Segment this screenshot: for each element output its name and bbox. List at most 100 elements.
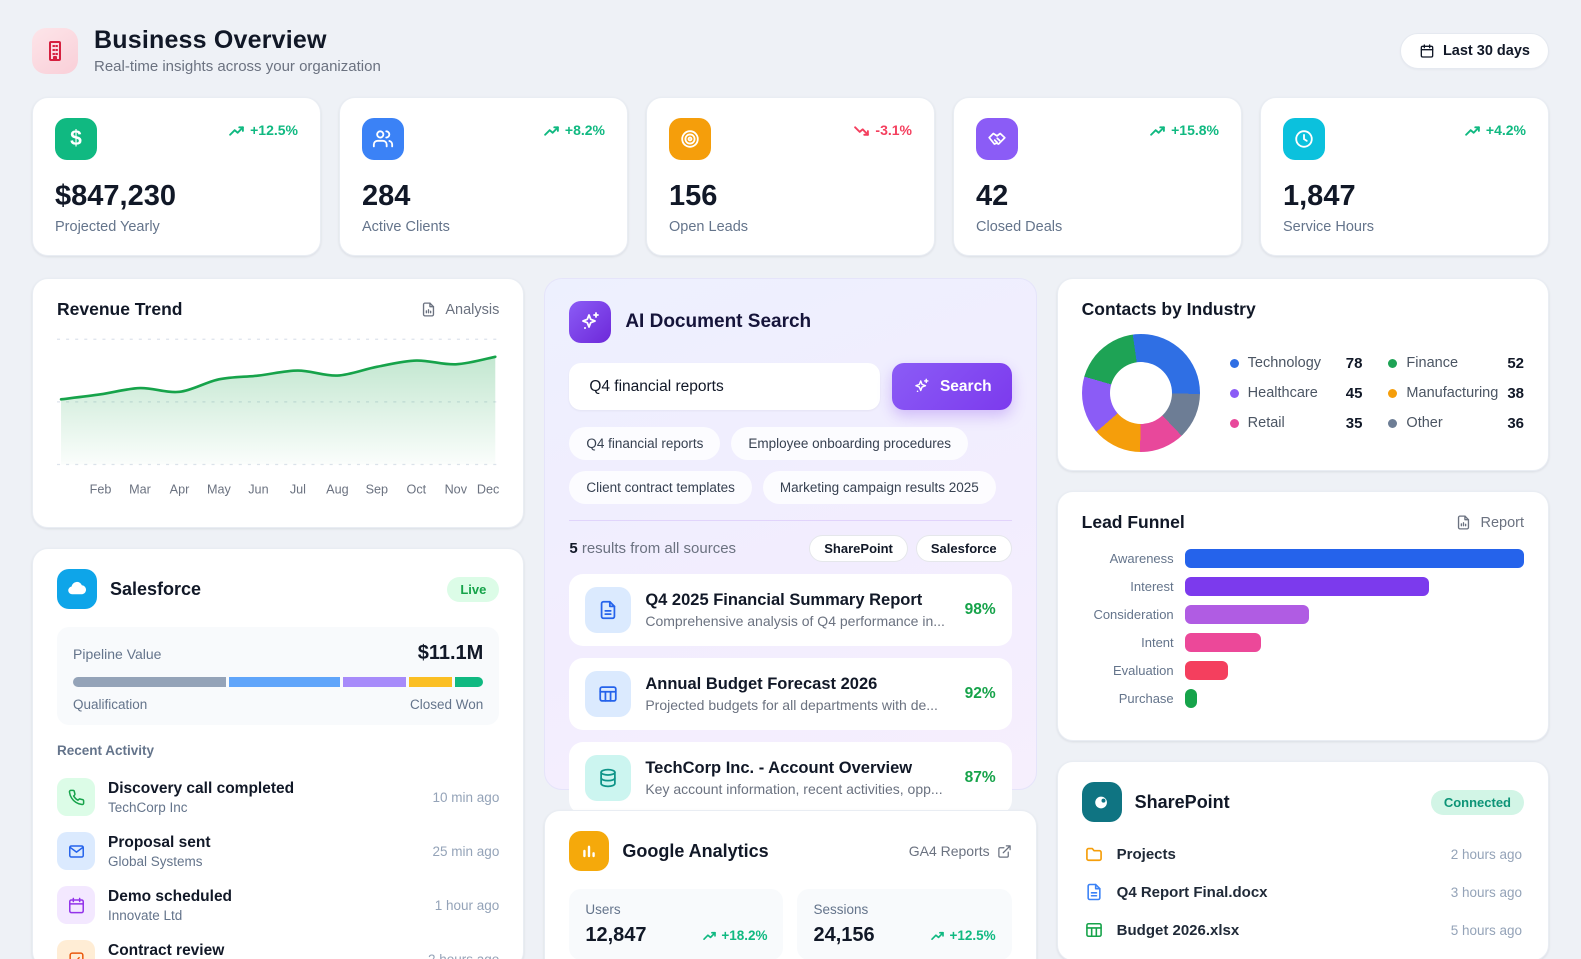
funnel-bar — [1184, 577, 1429, 596]
analysis-button[interactable]: Analysis — [420, 301, 499, 318]
funnel-bar — [1184, 633, 1261, 652]
funnel-bar — [1184, 605, 1309, 624]
date-range-button[interactable]: Last 30 days — [1399, 32, 1549, 69]
page-title: Business Overview — [94, 26, 327, 54]
svg-text:Nov: Nov — [445, 483, 468, 497]
table-icon — [1084, 920, 1104, 940]
pipeline-stage-bar — [73, 677, 484, 687]
search-button[interactable]: Search — [891, 363, 1012, 410]
svg-text:Jun: Jun — [248, 483, 268, 497]
svg-text:Mar: Mar — [129, 483, 151, 497]
ga4-reports-label: GA4 Reports — [908, 843, 990, 859]
chip[interactable]: Marketing campaign results 2025 — [762, 471, 996, 504]
industry-legend: Technology 78 Finance 52 Healthcare 45 Manu… — [1229, 355, 1524, 432]
revenue-trend-title: Revenue Trend — [57, 299, 183, 319]
search-input[interactable] — [569, 363, 880, 410]
kpi-value: 156 — [669, 180, 718, 212]
pipeline-segment — [73, 677, 227, 687]
kpi-card-open-leads: -3.1% 156 Open Leads — [646, 97, 935, 256]
suggestion-chips: Q4 financial reports Employee onboarding… — [569, 427, 1011, 504]
pipeline-value-label: Pipeline Value — [73, 646, 162, 662]
analytics-title: Google Analytics — [622, 840, 769, 861]
svg-text:Dec: Dec — [477, 483, 499, 497]
activity-row: Demo scheduled Innovate Ltd 1 hour ago — [57, 878, 499, 932]
trend-up-icon — [1465, 125, 1480, 136]
activity-row: Proposal sent Global Systems 25 min ago — [57, 824, 499, 878]
industry-donut-chart — [1081, 334, 1200, 452]
building-icon — [32, 27, 78, 74]
pipeline-segment — [408, 677, 452, 687]
funnel-bar — [1184, 661, 1228, 680]
svg-text:Aug: Aug — [326, 483, 348, 497]
target-icon — [669, 118, 711, 160]
report-button[interactable]: Report — [1455, 514, 1524, 531]
trend-up-icon — [703, 931, 717, 940]
kpi-label: Active Clients — [362, 219, 450, 235]
trend-up-icon — [931, 931, 945, 940]
sparkles-icon — [912, 377, 931, 396]
legend-item: Retail 35 — [1229, 415, 1362, 432]
revenue-trend-card: Revenue Trend Analysis — [32, 278, 525, 528]
page-subtitle: Real-time insights across your organizat… — [94, 58, 381, 75]
svg-text:Sep: Sep — [366, 483, 388, 497]
chip[interactable]: Employee onboarding procedures — [731, 427, 969, 460]
chip[interactable]: Q4 financial reports — [569, 427, 721, 460]
folder-icon — [1084, 844, 1104, 864]
trend-up-icon — [1150, 125, 1165, 136]
svg-text:Jul: Jul — [290, 483, 306, 497]
bar-chart-icon — [569, 831, 610, 871]
match-score: 98% — [964, 601, 996, 618]
calendar-icon — [1419, 43, 1435, 59]
trend-down-icon — [854, 125, 870, 136]
page-header: Business Overview Real-time insights acr… — [32, 26, 1549, 75]
stat-delta: +18.2% — [702, 928, 767, 943]
file-row[interactable]: Q4 Report Final.docx 3 hours ago — [1082, 876, 1524, 908]
live-badge: Live — [447, 576, 500, 602]
clock-icon — [1283, 118, 1325, 160]
kpi-label: Closed Deals — [976, 219, 1063, 235]
revenue-trend-chart: Feb Mar Apr May Jun Jul Aug Sep Oct Nov Dec — [57, 338, 500, 497]
phone-icon — [57, 778, 95, 816]
stat-delta: +12.5% — [930, 928, 996, 943]
result-row[interactable]: Annual Budget Forecast 2026 Projected bu… — [569, 658, 1012, 730]
pipeline-panel: Pipeline Value $11.1M Qualification Clos… — [57, 627, 500, 725]
stat-sessions: Sessions 24,156 +12.5% — [797, 889, 1012, 959]
file-text-icon — [1084, 882, 1104, 902]
database-icon — [585, 755, 632, 801]
pipeline-value: $11.1M — [417, 642, 484, 664]
result-row[interactable]: Q4 2025 Financial Summary Report Compreh… — [569, 574, 1012, 646]
chip[interactable]: Client contract templates — [569, 471, 752, 504]
salesforce-card: Salesforce Live Pipeline Value $11.1M — [32, 548, 525, 959]
external-link-icon — [997, 844, 1012, 859]
source-pill-salesforce[interactable]: Salesforce — [915, 535, 1012, 562]
google-analytics-card: Google Analytics GA4 Reports Users 12,84… — [544, 810, 1037, 959]
ga4-reports-link[interactable]: GA4 Reports — [909, 843, 1012, 859]
file-chart-icon — [420, 301, 437, 318]
result-row[interactable]: TechCorp Inc. - Account Overview Key acc… — [569, 742, 1012, 814]
legend-item: Other 36 — [1388, 415, 1524, 432]
funnel-title: Lead Funnel — [1081, 512, 1185, 532]
file-row[interactable]: Projects 2 hours ago — [1082, 838, 1524, 870]
match-score: 92% — [964, 685, 996, 702]
activity-row: Discovery call completed TechCorp Inc 10… — [57, 770, 499, 824]
kpi-delta: -3.1% — [853, 122, 912, 138]
funnel-chart: Awareness Interest Consideration Intent … — [1082, 549, 1524, 708]
svg-text:Oct: Oct — [407, 483, 427, 497]
funnel-bar — [1184, 689, 1198, 708]
kpi-card-service-hours: +4.2% 1,847 Service Hours — [1260, 97, 1549, 256]
kpi-label: Open Leads — [669, 219, 749, 235]
pipeline-segment — [229, 677, 340, 687]
stage-end-label: Closed Won — [410, 697, 484, 712]
date-range-label: Last 30 days — [1442, 42, 1530, 59]
calendar-icon — [57, 886, 95, 924]
ai-document-search-card: AI Document Search Search Q4 financial r… — [544, 278, 1037, 814]
check-square-icon — [57, 940, 95, 959]
kpi-row: $ +12.5% $847,230 Projected Yearly +8.2%… — [32, 97, 1549, 256]
trend-up-icon — [544, 125, 559, 136]
kpi-value: 284 — [362, 180, 411, 212]
file-row[interactable]: Budget 2026.xlsx 5 hours ago — [1082, 914, 1524, 946]
source-pill-sharepoint[interactable]: SharePoint — [809, 535, 908, 562]
kpi-delta: +8.2% — [543, 122, 605, 138]
ai-search-title: AI Document Search — [625, 311, 812, 332]
svg-text:May: May — [207, 483, 232, 497]
